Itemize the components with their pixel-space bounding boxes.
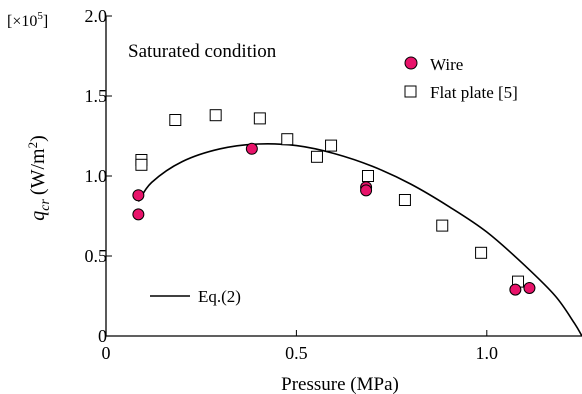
x-tick-label-1: 0.5: [285, 343, 308, 363]
x-tick-label-2: 1.0: [476, 343, 499, 363]
y-multiplier-exp: 5: [37, 10, 43, 22]
wire-point-5: [509, 283, 522, 296]
legend-wire-marker: [404, 56, 418, 70]
y-tick-label-4: 2.0: [85, 6, 108, 26]
y-axis-unit: (W/m: [27, 148, 49, 195]
flat-plate-point-9: [398, 194, 411, 206]
chart-title: Saturated condition: [128, 41, 277, 62]
flat-plate-point-1: [135, 158, 148, 171]
flat-plate-point-10: [436, 219, 449, 232]
plot-axes: 0 0.5 1.0 1.5 2.0 0 0.5 1.0: [85, 6, 582, 363]
eq2-curve: [137, 143, 582, 337]
wire-point-2: [245, 142, 258, 155]
flat-plate-point-4: [253, 112, 266, 125]
legend: Wire Flat plate [5] Eq.(2): [150, 55, 518, 306]
y-axis-label: qcr (W/m2): [25, 135, 53, 221]
wire-point-6: [523, 282, 536, 294]
legend-flat-plate-label: Flat plate [5]: [430, 83, 518, 102]
legend-wire-label: Wire: [430, 55, 463, 74]
flat-plate-point-8: [361, 170, 374, 182]
flat-plate-point-11: [475, 246, 488, 259]
x-tick-label-0: 0: [102, 343, 111, 363]
y-axis-symbol: q: [27, 211, 49, 221]
y-axis-unit-end: ): [27, 135, 49, 142]
wire-point-4: [360, 184, 373, 197]
wire-point-1: [132, 208, 145, 221]
wire-point-0: [132, 189, 145, 202]
data-marks: [132, 109, 536, 296]
y-axis-unit-sup: 2: [25, 142, 40, 149]
x-axis-label: Pressure (MPa): [281, 374, 399, 394]
curve-layer: [137, 143, 582, 337]
flat-plate-point-5: [281, 133, 294, 146]
flat-plate-point-3: [209, 109, 222, 122]
y-tick-label-3: 1.5: [85, 86, 108, 106]
y-tick-label-2: 1.0: [85, 166, 108, 186]
legend-eq-label: Eq.(2): [198, 287, 241, 306]
y-axis-subscript: cr: [38, 199, 53, 211]
y-multiplier-prefix: [×10: [7, 13, 37, 30]
flat-plate-point-6: [310, 150, 323, 163]
y-tick-label-0: 0: [98, 326, 107, 346]
y-multiplier-suffix: ]: [43, 13, 48, 30]
y-multiplier: [×105]: [7, 10, 48, 30]
flat-plate-point-2: [169, 114, 182, 126]
y-tick-label-1: 0.5: [85, 246, 108, 266]
legend-flat-plate-marker: [404, 85, 417, 98]
flat-plate-point-7: [325, 139, 338, 152]
